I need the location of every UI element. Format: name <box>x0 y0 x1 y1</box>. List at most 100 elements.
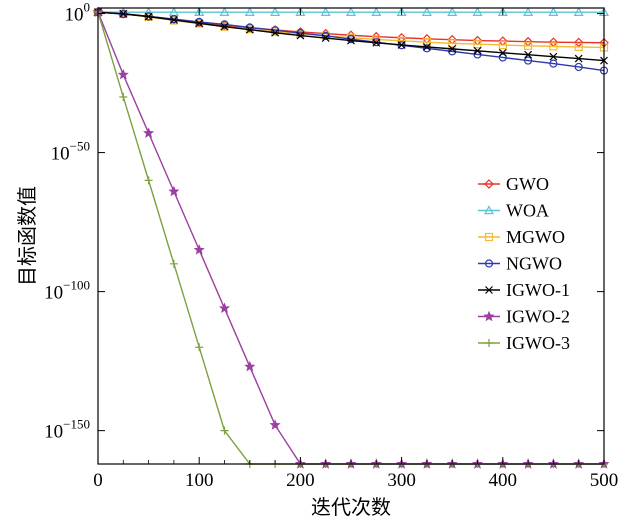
data-point <box>498 48 507 57</box>
data-point <box>220 20 229 29</box>
data-point <box>270 6 281 16</box>
data-point <box>422 44 431 53</box>
legend-item-ngwo: NGWO <box>478 254 562 274</box>
x-tick-label: 0 <box>93 470 103 491</box>
legend-marker <box>484 259 494 268</box>
data-point <box>472 6 483 16</box>
data-point <box>347 36 355 45</box>
legend-item-igwo-3: IGWO-3 <box>478 333 570 353</box>
legend-item-mgwo: MGWO <box>478 227 565 247</box>
legend: GWO WOA MGWO NGWO IGWO-1 IGWO-2 IGWO-3 <box>478 174 570 353</box>
data-point <box>574 62 583 72</box>
data-point <box>422 43 431 51</box>
data-point <box>195 17 204 27</box>
data-point <box>119 92 128 101</box>
legend-label: IGWO-1 <box>506 280 570 300</box>
data-point <box>220 22 229 31</box>
data-point <box>321 34 330 42</box>
data-point <box>346 35 356 44</box>
data-point <box>119 9 128 18</box>
legend-label: GWO <box>506 174 549 194</box>
data-point <box>548 6 559 16</box>
data-point <box>195 19 204 28</box>
x-tick-label: 500 <box>590 470 619 491</box>
legend-label: IGWO-2 <box>506 307 570 327</box>
y-axis-label: 目标函数值 <box>16 186 39 286</box>
legend-marker <box>483 205 495 215</box>
legend-marker <box>485 339 493 347</box>
y-tick-exponent: −50 <box>70 139 90 154</box>
data-point <box>271 26 280 35</box>
data-point <box>220 426 229 435</box>
data-point <box>295 6 306 16</box>
data-point <box>421 6 432 16</box>
data-point <box>321 31 330 40</box>
data-point <box>244 6 255 16</box>
data-point <box>372 38 381 47</box>
series-woa <box>92 6 610 16</box>
data-point <box>549 42 558 51</box>
data-point <box>498 53 507 62</box>
series-igwo-1 <box>94 8 608 65</box>
data-point <box>244 360 256 372</box>
data-point <box>218 302 231 313</box>
data-point <box>448 39 457 48</box>
y-tick-exponent: −100 <box>63 278 90 293</box>
data-point <box>269 419 281 430</box>
legend-label: WOA <box>506 201 549 221</box>
data-point <box>371 6 382 16</box>
data-point <box>371 31 382 42</box>
y-tick-base: 10 <box>44 422 63 443</box>
data-point <box>245 25 254 34</box>
data-point <box>448 47 457 56</box>
x-tick-label: 100 <box>185 470 214 491</box>
data-point <box>195 343 204 352</box>
y-tick-exponent: 0 <box>84 0 91 15</box>
data-point <box>523 56 533 65</box>
y-tick-label: 10−50 <box>51 139 90 165</box>
data-point <box>422 38 431 47</box>
data-point <box>473 40 482 49</box>
data-point <box>245 23 254 32</box>
legend-label: NGWO <box>506 254 562 274</box>
y-tick-label: 100 <box>65 0 91 26</box>
data-point <box>498 40 507 50</box>
y-tick-label: 10−150 <box>44 417 90 443</box>
y-tick-base: 10 <box>44 283 63 304</box>
legend-item-gwo: GWO <box>478 174 549 194</box>
legend-item-igwo-1: IGWO-1 <box>478 280 570 300</box>
series-line-ngwo <box>97 11 605 72</box>
data-point <box>144 176 153 185</box>
y-tick-base: 10 <box>65 5 84 26</box>
data-point <box>523 41 533 50</box>
data-point <box>523 6 534 16</box>
data-point <box>271 28 280 37</box>
data-point <box>194 6 205 16</box>
data-point <box>169 259 178 268</box>
y-tick-exponent: −150 <box>63 417 90 432</box>
legend-item-woa: WOA <box>478 201 549 221</box>
legend-marker <box>484 232 494 242</box>
data-point <box>447 6 458 16</box>
data-point <box>143 127 155 138</box>
legend-item-igwo-2: IGWO-2 <box>478 307 570 327</box>
data-point <box>296 31 305 40</box>
data-point <box>397 41 406 49</box>
data-point <box>574 42 583 52</box>
data-point <box>574 54 583 63</box>
data-point <box>549 52 558 61</box>
data-point <box>497 6 508 16</box>
data-point <box>193 244 205 255</box>
x-axis-label: 迭代次数 <box>311 496 391 519</box>
data-point <box>168 185 180 197</box>
data-point <box>143 6 154 16</box>
legend-label: IGWO-3 <box>506 333 570 353</box>
legend-marker <box>484 179 494 189</box>
legend-marker <box>485 286 493 294</box>
x-tick-label: 300 <box>387 470 416 491</box>
data-point <box>219 6 230 16</box>
legend-marker <box>483 310 495 322</box>
data-point <box>549 59 558 68</box>
data-point <box>396 6 407 16</box>
